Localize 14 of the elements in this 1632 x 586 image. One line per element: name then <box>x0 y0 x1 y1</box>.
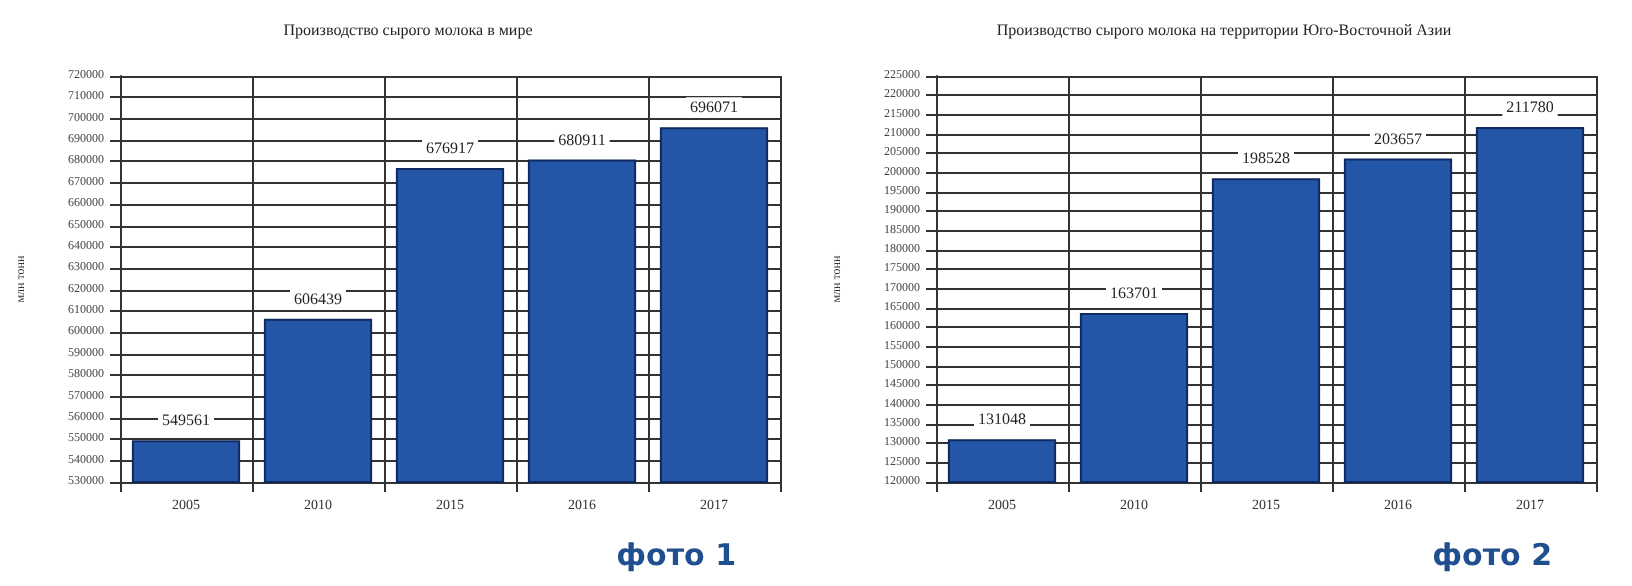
data-label: 606439 <box>294 289 342 308</box>
data-label: 198528 <box>1242 149 1290 168</box>
data-label: 203657 <box>1374 129 1422 148</box>
chart-title: Производство сырого молока в мире <box>283 21 534 39</box>
data-label: 696071 <box>690 98 738 117</box>
data-label: 163701 <box>1110 284 1158 303</box>
data-label: 211780 <box>1506 98 1554 117</box>
text: фото 2 <box>1432 537 1553 573</box>
text: фото 1 <box>616 537 737 573</box>
chart-title: Производство сырого молока на территории Юго-Восточной Азии <box>996 21 1453 39</box>
data-label: 131048 <box>978 410 1026 429</box>
data-label: 680911 <box>558 130 606 149</box>
data-label: 676917 <box>426 139 474 158</box>
data-label: 549561 <box>162 411 210 430</box>
